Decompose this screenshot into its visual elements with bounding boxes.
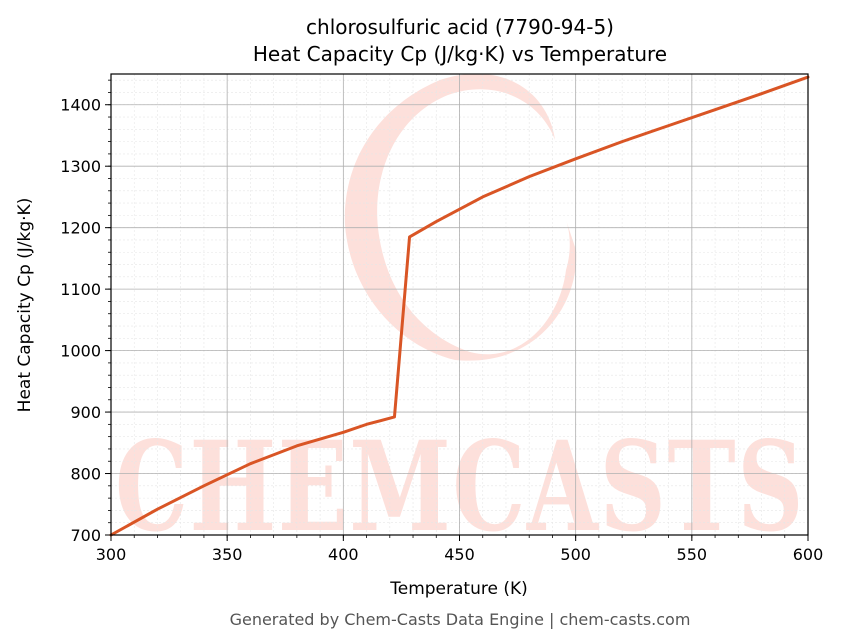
x-tick-label: 300 (96, 545, 127, 564)
x-tick-label: 400 (328, 545, 359, 564)
chart-title: chlorosulfuric acid (7790-94-5) (306, 15, 614, 39)
y-tick-label: 1100 (60, 280, 101, 299)
series-layer (109, 75, 810, 537)
x-tick-label: 600 (793, 545, 824, 564)
chart-subtitle: Heat Capacity Cp (J/kg·K) vs Temperature (253, 42, 667, 66)
x-tick-label: 500 (560, 545, 591, 564)
x-tick-label: 450 (444, 545, 475, 564)
y-tick-label: 1400 (60, 96, 101, 115)
y-tick-label: 900 (70, 403, 101, 422)
y-axis-label: Heat Capacity Cp (J/kg·K) (15, 198, 35, 413)
y-tick-label: 1200 (60, 219, 101, 238)
watermark: CHEMCASTS (115, 73, 803, 560)
y-tick-label: 1000 (60, 342, 101, 361)
x-axis-label: Temperature (K) (389, 579, 528, 599)
series-line (109, 75, 810, 537)
y-tick-label: 1300 (60, 157, 101, 176)
y-tick-label: 700 (70, 526, 101, 545)
y-axis-ticks: 700 800 900 1000 1100 1200 1300 1400 (60, 79, 111, 545)
x-tick-label: 550 (677, 545, 708, 564)
x-tick-label: 350 (212, 545, 243, 564)
x-axis-ticks: 300 350 400 450 500 550 600 (96, 535, 824, 564)
footer-credit: Generated by Chem-Casts Data Engine | ch… (230, 610, 691, 629)
y-tick-label: 800 (70, 465, 101, 484)
